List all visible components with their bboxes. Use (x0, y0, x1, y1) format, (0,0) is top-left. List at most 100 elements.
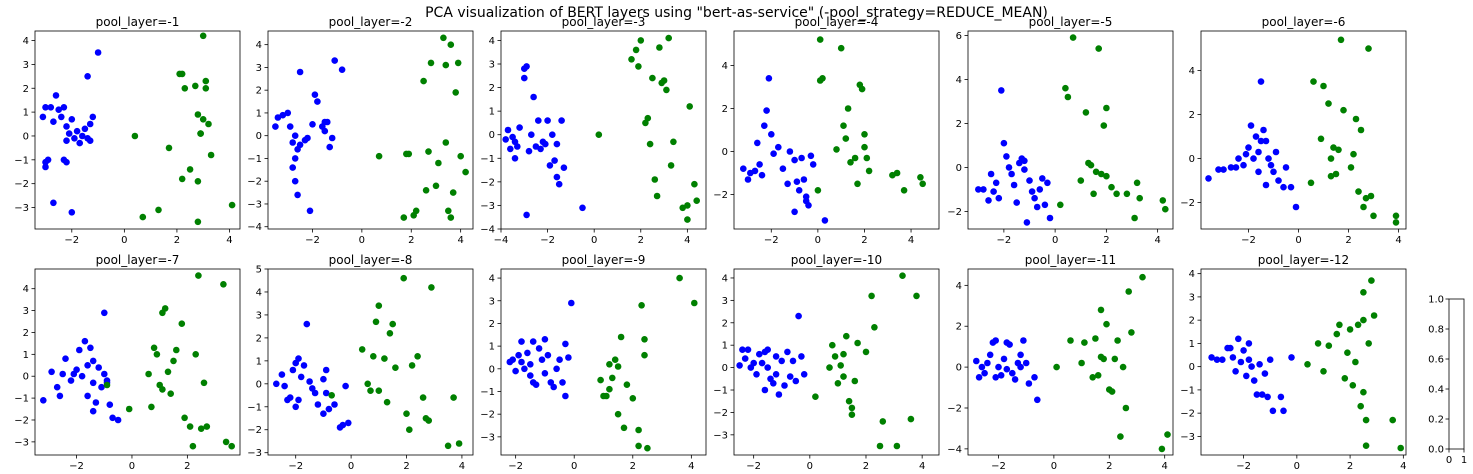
y-tick-label: 3 (256, 310, 262, 321)
y-tick-label: −2 (480, 410, 495, 421)
point-blue (84, 73, 91, 80)
point-green (854, 339, 861, 347)
point-green (1128, 329, 1135, 336)
point-blue (990, 188, 997, 195)
point-blue (63, 123, 70, 130)
point-green (194, 111, 202, 118)
point-blue (1270, 168, 1277, 176)
point-blue (562, 392, 569, 400)
y-tick-label: 3 (256, 63, 262, 74)
point-blue (778, 357, 785, 365)
point-green (1159, 197, 1167, 204)
point-blue (1008, 170, 1015, 178)
point-green (173, 346, 180, 354)
point-blue (58, 113, 65, 121)
point-blue (1275, 177, 1282, 184)
x-tick-label: 2 (408, 235, 414, 246)
point-blue (551, 157, 558, 164)
point-green (1082, 109, 1090, 116)
axes-frame (967, 30, 1174, 230)
point-green (228, 201, 236, 209)
axes-frame (500, 268, 707, 456)
point-green (205, 120, 212, 128)
point-blue (1262, 181, 1270, 189)
point-green (900, 187, 908, 194)
point-green (595, 131, 603, 138)
point-blue (798, 353, 805, 360)
point-blue (1264, 393, 1271, 401)
point-green (462, 168, 469, 176)
panel-title: pool_layer=-8 (329, 253, 413, 267)
point-blue (291, 177, 299, 185)
point-blue (530, 93, 537, 101)
point-blue (1257, 137, 1265, 145)
point-green (665, 34, 672, 42)
point-blue (291, 132, 299, 139)
point-green (1111, 355, 1119, 363)
scatter-panel-2: pool_layer=-2 −2 0 2 4 −4 −3 −2 −1 0 1 2 3 4 (247, 15, 474, 246)
point-blue (784, 180, 791, 188)
point-blue (758, 171, 766, 179)
point-green (403, 410, 410, 418)
point-green (425, 148, 432, 155)
scatter-panel-9: pool_layer=-9 −2 0 2 4 −3 −2 −1 0 1 2 3 4 (480, 253, 707, 472)
point-blue (1250, 155, 1257, 162)
point-green (1077, 177, 1085, 184)
point-blue (521, 74, 528, 82)
point-blue (1003, 153, 1010, 160)
point-green (375, 387, 383, 395)
point-blue (70, 370, 78, 378)
point-blue (1257, 78, 1265, 85)
point-blue (73, 127, 81, 135)
point-green (848, 411, 856, 419)
point-green (1355, 188, 1362, 195)
axes-frame (267, 268, 474, 456)
point-green (181, 85, 189, 92)
point-blue (1272, 148, 1280, 156)
point-green (837, 362, 844, 369)
point-blue (800, 371, 808, 378)
point-blue (1021, 166, 1028, 173)
point-blue (541, 336, 549, 343)
points-group (272, 34, 469, 221)
point-green (816, 36, 824, 43)
point-green (202, 85, 210, 92)
point-green (623, 381, 631, 389)
point-green (649, 74, 656, 82)
point-green (1327, 172, 1335, 180)
x-tick-label: −2 (991, 461, 1006, 472)
point-green (364, 380, 372, 388)
point-blue (1235, 335, 1242, 343)
colorbar-tick-label: 0.6 (1428, 355, 1444, 366)
point-blue (320, 375, 327, 383)
point-blue (1205, 175, 1212, 182)
point-green (812, 393, 819, 401)
point-blue (764, 364, 771, 371)
point-green (170, 357, 177, 365)
point-green (1392, 212, 1400, 220)
point-blue (807, 152, 815, 160)
point-blue (1280, 407, 1287, 415)
point-green (1325, 342, 1333, 350)
y-tick-label: 2 (489, 319, 495, 330)
point-blue (89, 113, 97, 121)
point-blue (1000, 139, 1008, 147)
point-green (1327, 155, 1335, 162)
point-green (1117, 433, 1124, 440)
point-green (178, 320, 186, 328)
axes-frame (1200, 268, 1407, 456)
point-green (202, 77, 210, 85)
y-tick-label: 3 (23, 306, 29, 317)
point-blue (744, 346, 752, 354)
point-blue (978, 363, 986, 371)
point-green (879, 418, 887, 425)
point-green (632, 46, 640, 54)
point-green (840, 350, 847, 358)
point-blue (736, 362, 743, 369)
point-blue (992, 337, 999, 344)
point-blue (79, 132, 86, 140)
point-green (1360, 289, 1367, 296)
point-blue (1006, 341, 1013, 348)
point-green (656, 44, 663, 51)
point-green (125, 405, 133, 413)
